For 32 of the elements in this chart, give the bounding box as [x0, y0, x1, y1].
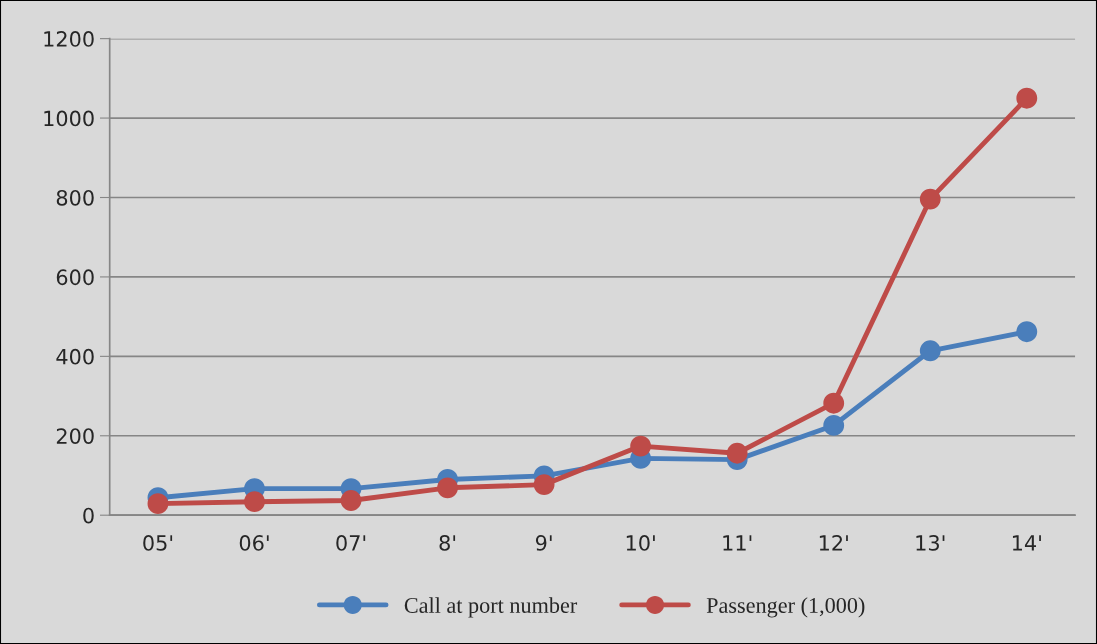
legend-label: Call at port number	[404, 597, 578, 618]
point	[1016, 87, 1038, 109]
y-tick-label: 600	[56, 269, 94, 286]
point	[340, 490, 362, 511]
point	[919, 340, 941, 362]
point	[147, 493, 169, 515]
y-tick-label: 200	[56, 428, 94, 444]
y-tick-label: 0	[83, 507, 94, 524]
x-tick-label: 12'	[819, 535, 848, 551]
x-tick-label: 06'	[239, 535, 269, 551]
y-tick-label: 400	[56, 348, 94, 365]
legend-label: Passenger (1,000)	[706, 597, 865, 618]
point	[823, 392, 845, 414]
x-tick-label: 13'	[916, 535, 945, 551]
point	[726, 442, 748, 464]
point	[630, 435, 652, 457]
x-tick-label: 11'	[723, 535, 752, 551]
point	[244, 491, 265, 513]
point	[437, 477, 458, 499]
y-tick-label: 800	[56, 189, 94, 206]
x-tick-label: 9'	[535, 535, 552, 551]
x-tick-label: 8'	[439, 535, 456, 551]
x-tick-label: 07'	[336, 535, 366, 551]
y-tick-label: 1000	[44, 110, 94, 127]
point	[823, 415, 845, 436]
x-tick-label: 14'	[1012, 535, 1041, 551]
point	[1016, 321, 1038, 343]
x-tick-label: 05'	[143, 535, 173, 551]
y-tick-label: 1200	[44, 31, 94, 47]
x-tick-label: 10'	[626, 535, 655, 551]
point	[533, 474, 555, 496]
point	[919, 188, 941, 210]
